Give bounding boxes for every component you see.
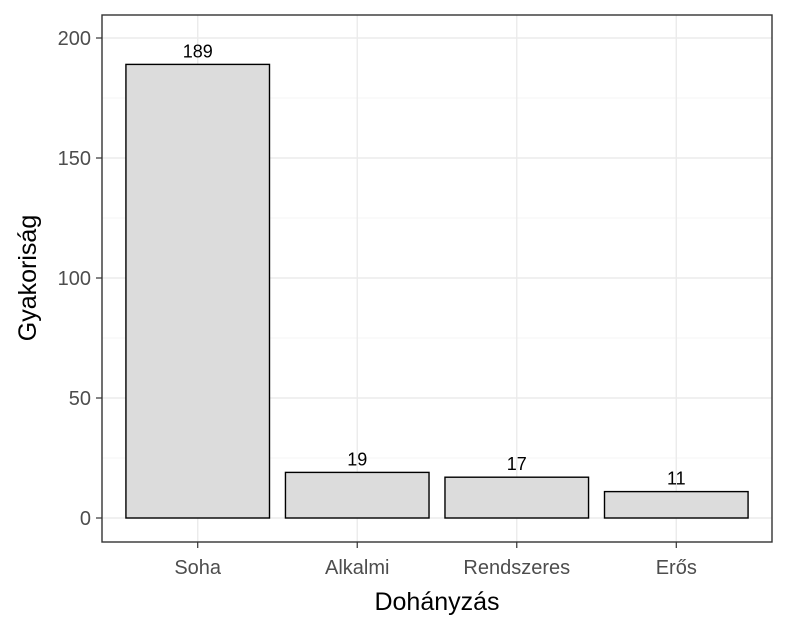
- x-axis-title: Dohányzás: [374, 588, 499, 616]
- y-axis-title: Gyakoriság: [14, 215, 42, 341]
- x-axis: Soha Alkalmi Rendszeres Erős: [174, 542, 697, 579]
- bar-3: [603, 490, 749, 519]
- x-tick-label: Rendszeres: [463, 557, 570, 579]
- bar-1: [284, 471, 430, 519]
- y-axis: 0 50 100 150 200: [58, 28, 102, 530]
- y-tick-label: 50: [69, 388, 91, 410]
- bar-data-label: 11: [667, 469, 686, 489]
- bar-data-label: 17: [507, 454, 527, 474]
- bar-data-labels: 189 19 17 11: [183, 41, 686, 488]
- y-tick-label: 150: [58, 148, 91, 170]
- y-tick-label: 0: [80, 508, 91, 530]
- bar-data-label: 19: [347, 449, 367, 469]
- bars: [125, 63, 749, 519]
- x-tick-label: Erős: [656, 557, 697, 579]
- bar-data-label: 189: [183, 41, 213, 61]
- y-tick-label: 100: [58, 268, 91, 290]
- y-tick-label: 200: [58, 28, 91, 50]
- bar-0: [125, 63, 271, 519]
- x-tick-label: Soha: [174, 557, 222, 579]
- bar-2: [444, 476, 590, 519]
- x-tick-label: Alkalmi: [325, 557, 389, 579]
